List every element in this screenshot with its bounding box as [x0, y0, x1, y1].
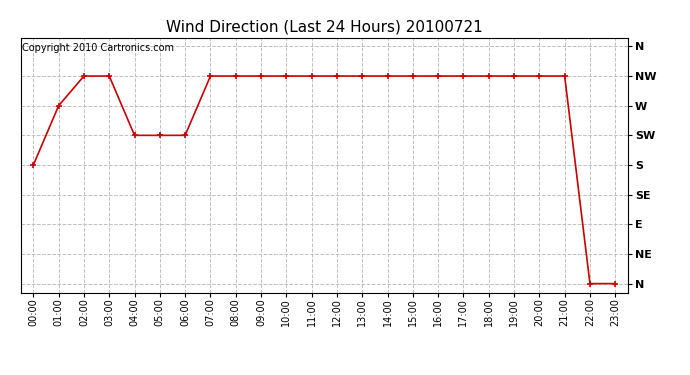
Title: Wind Direction (Last 24 Hours) 20100721: Wind Direction (Last 24 Hours) 20100721: [166, 20, 483, 35]
Text: Copyright 2010 Cartronics.com: Copyright 2010 Cartronics.com: [22, 43, 174, 52]
